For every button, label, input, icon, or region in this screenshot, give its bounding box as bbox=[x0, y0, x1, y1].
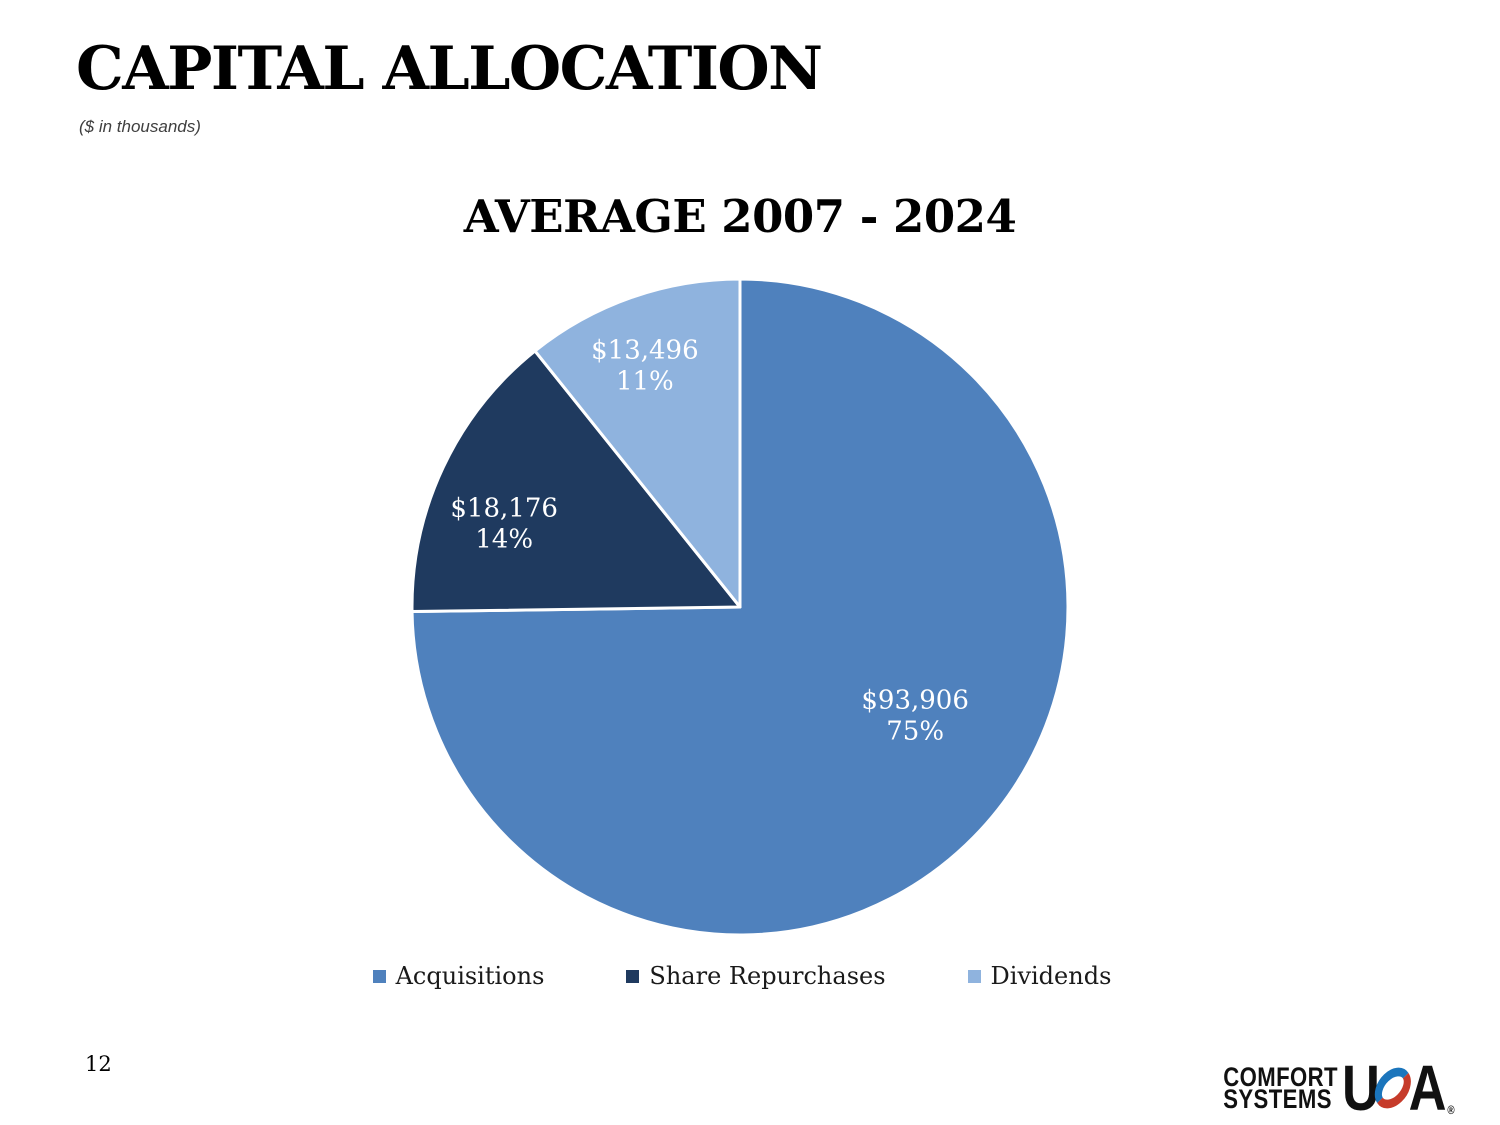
swoosh-red-arc bbox=[1377, 1073, 1411, 1109]
company-logo: COMFORT SYSTEMS U A ® bbox=[1198, 1056, 1479, 1120]
units-note: ($ in thousands) bbox=[79, 117, 201, 136]
pie-slice-dividends bbox=[533, 277, 742, 609]
legend-swatch-icon bbox=[626, 969, 640, 983]
pie-label-value: $13,496 bbox=[591, 335, 699, 366]
page-number: 12 bbox=[85, 1052, 112, 1076]
pie-slice-acquisitions bbox=[410, 277, 1070, 937]
legend-swatch-icon bbox=[967, 969, 981, 983]
legend-label: Acquisitions bbox=[395, 962, 545, 990]
legend-item-acquisitions: Acquisitions bbox=[372, 962, 545, 990]
swoosh-blue-arc bbox=[1375, 1067, 1409, 1103]
logo-line-systems: SYSTEMS bbox=[1223, 1084, 1332, 1114]
page-title: CAPITAL ALLOCATION bbox=[76, 34, 823, 104]
pie-label-dividends: $13,496 11% bbox=[591, 335, 699, 396]
pie-label-value: $18,176 bbox=[450, 493, 558, 524]
pie-label-percent: 11% bbox=[615, 365, 674, 396]
legend-label: Dividends bbox=[990, 962, 1112, 990]
pie-label-value: $93,906 bbox=[861, 685, 969, 716]
legend-swatch-icon bbox=[372, 969, 386, 983]
pie-slice-share-repurchases bbox=[410, 349, 742, 614]
pie-svg bbox=[410, 277, 1070, 937]
legend-label: Share Repurchases bbox=[649, 962, 886, 990]
pie-label-percent: 14% bbox=[475, 524, 534, 555]
pie-label-percent: 75% bbox=[886, 715, 945, 746]
legend-item-share-repurchases: Share Repurchases bbox=[626, 962, 886, 990]
pie-chart: $93,906 75% $18,176 14% $13,496 11% bbox=[400, 267, 1080, 947]
chart-title: AVERAGE 2007 - 2024 bbox=[463, 190, 1017, 243]
pie-label-share-repurchases: $18,176 14% bbox=[450, 494, 558, 555]
usa-swoosh-s-icon bbox=[1375, 1067, 1411, 1109]
pie-label-acquisitions: $93,906 75% bbox=[861, 685, 969, 746]
logo-usa-a: A bbox=[1408, 1052, 1447, 1124]
logo-usa: U A ® bbox=[1342, 1056, 1455, 1120]
registered-trademark-icon: ® bbox=[1447, 1103, 1455, 1117]
legend-item-dividends: Dividends bbox=[967, 962, 1112, 990]
logo-usa-u: U bbox=[1341, 1052, 1380, 1124]
chart-legend: Acquisitions Share Repurchases Dividends bbox=[0, 962, 1484, 990]
logo-wordmark: COMFORT SYSTEMS bbox=[1223, 1061, 1338, 1114]
logo-line-comfort: COMFORT bbox=[1223, 1061, 1338, 1092]
